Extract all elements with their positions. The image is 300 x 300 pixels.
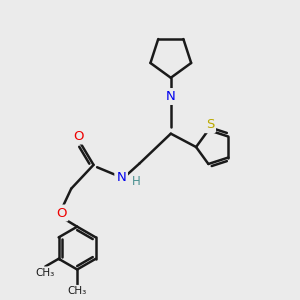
Text: H: H xyxy=(132,175,140,188)
Text: N: N xyxy=(166,90,176,103)
Text: CH₃: CH₃ xyxy=(36,268,55,278)
Text: N: N xyxy=(116,171,126,184)
Text: CH₃: CH₃ xyxy=(68,286,87,296)
Text: S: S xyxy=(206,118,214,131)
Text: O: O xyxy=(56,206,67,220)
Text: O: O xyxy=(74,130,84,142)
